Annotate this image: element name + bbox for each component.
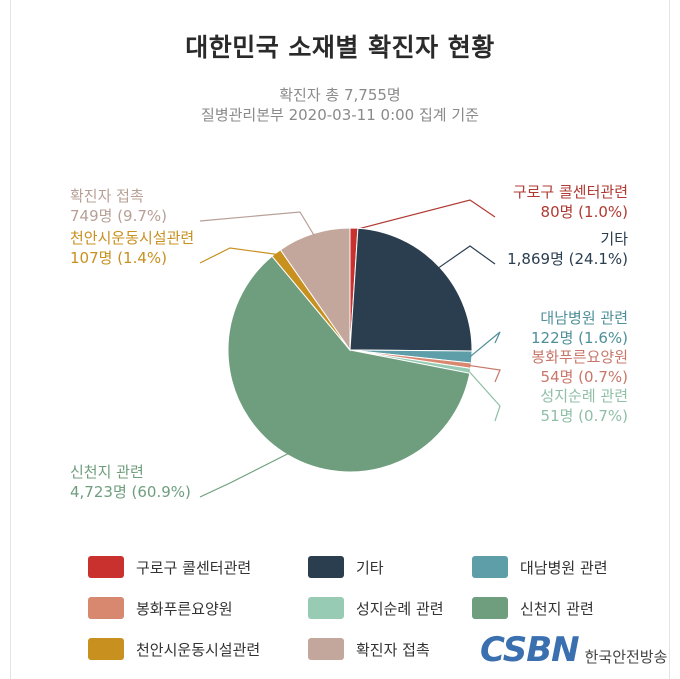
legend-swatch-7 <box>88 638 124 660</box>
slice-label-name-3: 대남병원 관련 <box>540 309 628 327</box>
slice-label-value-2: 1,869명 (24.1%) <box>507 250 628 268</box>
slice-label-value-7: 107명 (1.4%) <box>70 249 167 267</box>
pie-slice-2 <box>349 227 473 352</box>
slice-label-name-1: 구로구 콜센터관련 <box>513 183 628 201</box>
slice-label-value-8: 749명 (9.7%) <box>70 207 167 225</box>
legend-item-1: 구로구 콜센터관련 <box>88 556 251 578</box>
slice-label-value-3: 122명 (1.6%) <box>531 329 628 347</box>
legend-swatch-3 <box>472 556 508 578</box>
legend-label-2: 기타 <box>356 558 384 577</box>
leader-line-2 <box>437 245 496 269</box>
leader-line-4 <box>468 364 501 383</box>
leader-line-1 <box>353 199 496 231</box>
leader-line-5 <box>467 370 501 422</box>
logo-mark: CSBN <box>480 630 580 670</box>
slice-label-value-4: 54명 (0.7%) <box>541 368 628 386</box>
slice-label-value-1: 80명 (1.0%) <box>541 203 628 221</box>
legend-item-3: 대남병원 관련 <box>472 556 608 578</box>
legend-swatch-8 <box>308 638 344 660</box>
leader-line-6 <box>199 452 290 498</box>
legend-label-5: 성지순례 관련 <box>356 599 444 618</box>
slice-label-name-8: 확진자 접촉 <box>70 187 144 205</box>
legend-item-7: 천안시운동시설관련 <box>88 638 260 660</box>
legend-item-6: 신천지 관련 <box>472 597 594 619</box>
chart-subtitle-total: 확진자 총 7,755명 <box>279 86 401 104</box>
leader-line-8 <box>199 211 315 236</box>
slice-label-name-4: 봉화푸른요양원 <box>531 348 628 366</box>
chart-subtitle-source: 질병관리본부 2020-03-11 0:00 집계 기준 <box>201 106 479 124</box>
leader-line-3 <box>469 331 501 358</box>
chart-frame <box>10 0 670 679</box>
leader-line-7 <box>199 247 278 264</box>
slice-label-name-7: 천안시운동시설관련 <box>70 229 194 247</box>
legend-item-2: 기타 <box>308 556 384 578</box>
logo-text: 한국안전방송 <box>584 647 668 666</box>
legend-label-8: 확진자 접촉 <box>356 640 430 659</box>
pie-chart: 구로구 콜센터관련 80명 (1.0%) 기타 1,869명 (24.1%) 대남병원 … <box>70 183 628 501</box>
legend-swatch-5 <box>308 597 344 619</box>
pie-slice-6 <box>227 255 471 473</box>
slice-label-name-5: 성지순례 관련 <box>540 387 628 405</box>
legend-label-7: 천안시운동시설관련 <box>136 640 261 659</box>
legend-item-4: 봉화푸른요양원 <box>88 597 233 619</box>
legend-swatch-2 <box>308 556 344 578</box>
legend-swatch-1 <box>88 556 124 578</box>
slice-label-value-6: 4,723명 (60.9%) <box>70 483 191 501</box>
legend-label-1: 구로구 콜센터관련 <box>136 558 252 577</box>
chart-title: 대한민국 소재별 확진자 현황 <box>185 33 495 62</box>
broadcaster-logo: CSBN 한국안전방송 <box>480 630 667 670</box>
legend-label-4: 봉화푸른요양원 <box>136 599 233 618</box>
legend-swatch-6 <box>472 597 508 619</box>
slice-label-value-5: 51명 (0.7%) <box>541 407 628 425</box>
legend-swatch-4 <box>88 597 124 619</box>
slice-label-name-6: 신천지 관련 <box>70 463 144 481</box>
slice-label-name-2: 기타 <box>600 230 628 248</box>
legend-item-8: 확진자 접촉 <box>308 638 430 660</box>
legend-label-3: 대남병원 관련 <box>520 558 608 577</box>
legend-item-5: 성지순례 관련 <box>308 597 444 619</box>
legend-label-6: 신천지 관련 <box>520 599 594 618</box>
